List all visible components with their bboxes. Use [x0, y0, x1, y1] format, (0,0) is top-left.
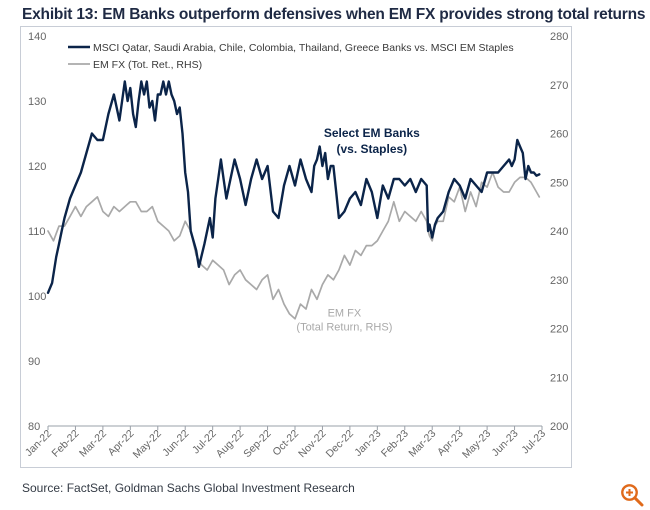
x-axis-tick-label: Jun-23: [489, 428, 520, 459]
left-axis-tick-label: 90: [28, 356, 40, 368]
x-axis-tick-label: Jun-22: [160, 428, 191, 459]
x-axis-tick-label: May-23: [460, 428, 493, 461]
series-line-em-fx: [47, 171, 541, 320]
x-axis-tick-label: Oct-22: [270, 428, 301, 459]
legend-label-em-fx: EM FX (Tot. Ret., RHS): [93, 59, 202, 71]
x-axis-tick-label: Jul-23: [519, 428, 548, 457]
x-axis-tick-label: Jan-23: [352, 428, 383, 459]
left-axis-tick-label: 110: [28, 226, 46, 238]
right-axis-tick-label: 200: [550, 421, 568, 433]
left-axis-tick-label: 140: [28, 31, 46, 43]
chart: 80 90 100 110 120 130 140 200 210 220 230 240 250 260…: [23, 31, 568, 461]
x-axis-tick-label: Feb-22: [50, 428, 82, 460]
zoom-in-icon[interactable]: [619, 482, 645, 508]
annotation-em-banks: (vs. Staples): [336, 142, 407, 156]
chart-title: Exhibit 13: EM Banks outperform defensiv…: [22, 6, 646, 23]
right-axis-tick-label: 250: [550, 177, 568, 189]
annotation-em-fx: EM FX: [328, 307, 362, 319]
left-axis-tick-label: 80: [28, 421, 40, 433]
left-axis-tick-label: 100: [28, 291, 46, 303]
legend-label-em-banks: MSCI Qatar, Saudi Arabia, Chile, Colombi…: [93, 42, 514, 54]
right-axis-tick-label: 230: [550, 275, 568, 287]
x-axis-tick-label: Mar-23: [406, 428, 438, 460]
x-axis-tick-label: Feb-23: [379, 428, 411, 460]
x-axis-tick-label: Mar-22: [77, 428, 109, 460]
annotation-em-banks: Select EM Banks: [324, 126, 420, 140]
x-axis-tick-label: Nov-22: [296, 428, 329, 461]
right-axis-tick-label: 270: [550, 80, 568, 92]
x-axis-tick-label: Aug-22: [214, 428, 247, 461]
right-axis-tick-label: 280: [550, 31, 568, 43]
right-axis-tick-label: 240: [550, 226, 568, 238]
right-axis-tick-label: 210: [550, 372, 568, 384]
left-axis-tick-label: 120: [28, 161, 46, 173]
x-axis-tick-label: Sep-22: [241, 428, 274, 461]
right-axis-tick-label: 220: [550, 324, 568, 336]
source-note: Source: FactSet, Goldman Sachs Global In…: [22, 481, 355, 495]
annotation-em-fx: (Total Return, RHS): [296, 321, 392, 333]
series-line-em-banks: [46, 80, 541, 294]
left-axis-tick-label: 130: [28, 96, 46, 108]
x-axis-tick-label: Dec-22: [324, 428, 357, 461]
right-axis-tick-label: 260: [550, 129, 568, 141]
x-axis-tick-label: May-22: [131, 428, 164, 461]
